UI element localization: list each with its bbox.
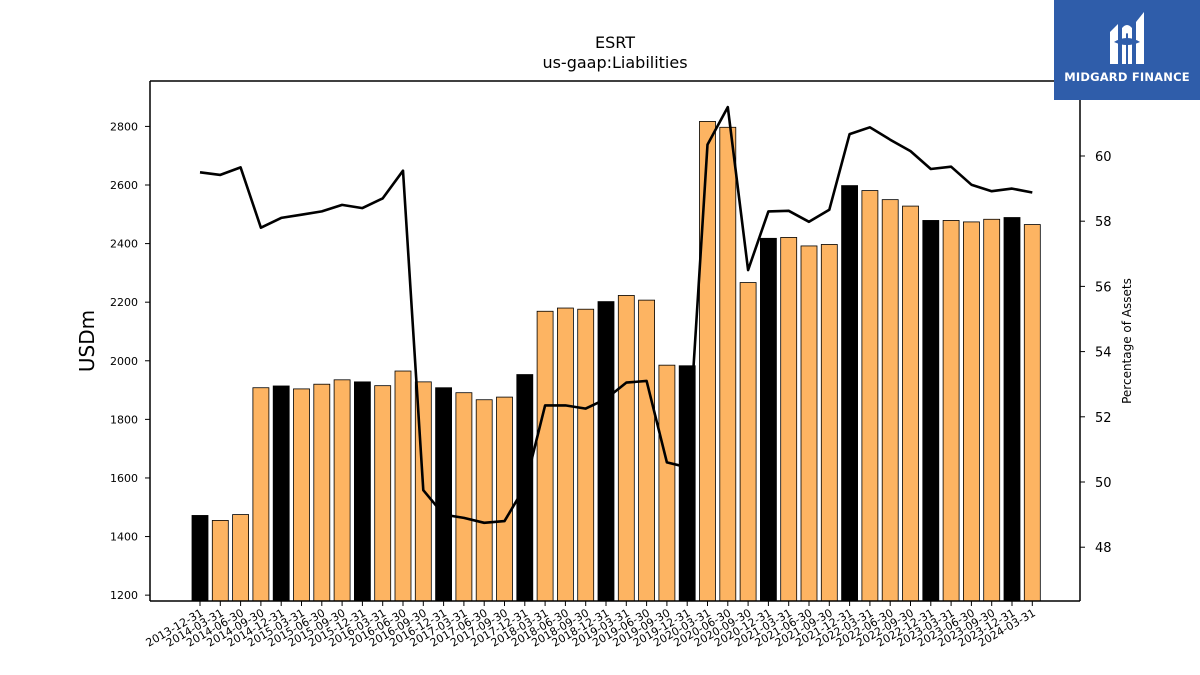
bar-2014-12-31 <box>272 385 290 602</box>
percentage-of-assets-line <box>199 105 1033 525</box>
plot-area: 1200 1400 1600 1800 2000 2200 2400 2600 2800 48 50… <box>110 80 1112 650</box>
bar-2021-12-31 <box>841 185 858 602</box>
brand-logo: MIDGARD FINANCE <box>1054 0 1200 100</box>
bar-2017-03-31 <box>455 392 473 602</box>
bar-2016-03-31 <box>374 385 392 602</box>
bar-2021-09-30 <box>820 244 838 602</box>
y-tick-label: 1200 <box>110 589 138 602</box>
bar-2022-09-30 <box>902 205 919 602</box>
bar-2015-09-30 <box>333 379 351 602</box>
y-tick-label: 2400 <box>110 238 138 251</box>
bar-2021-03-31 <box>780 237 798 602</box>
y2-tick-label: 58 <box>1095 215 1112 230</box>
bar-2020-09-30 <box>739 282 757 602</box>
bar-2017-09-30 <box>496 396 513 602</box>
bar-2021-06-30 <box>800 245 818 602</box>
bar-2023-12-31 <box>1003 217 1021 602</box>
y-tick-label: 1400 <box>110 531 138 544</box>
bar-2015-06-30 <box>313 383 331 602</box>
bar-2013-12-31 <box>191 515 209 602</box>
bar-2022-06-30 <box>881 199 899 602</box>
bar-2018-12-31 <box>597 301 615 602</box>
bar-2024-03-31 <box>1023 224 1041 602</box>
bar-2015-12-31 <box>353 381 371 602</box>
bar-2016-06-30 <box>394 370 412 602</box>
bar-2018-03-31 <box>536 310 554 602</box>
y-tick-label: 1800 <box>110 413 138 426</box>
bar-2019-06-30 <box>638 299 655 602</box>
bar-2018-09-30 <box>577 308 595 602</box>
y-tick-label: 2600 <box>110 179 138 192</box>
midgard-logo-icon <box>1110 12 1144 64</box>
bar-2014-03-31 <box>211 520 229 602</box>
y2-axis-label: Percentage of Assets <box>1120 278 1134 404</box>
bar-2016-12-31 <box>435 387 453 602</box>
y2-tick-label: 52 <box>1095 411 1112 426</box>
bar-2014-06-30 <box>232 514 250 602</box>
bar-2020-06-30 <box>719 126 737 602</box>
bar-2023-03-31 <box>942 220 960 602</box>
bar-2019-03-31 <box>617 295 635 602</box>
bar-2015-03-31 <box>293 388 310 602</box>
bar-2017-06-30 <box>475 399 493 602</box>
bar-2022-12-31 <box>922 220 940 602</box>
chart-title: ESRT <box>595 33 635 52</box>
brand-name: MIDGARD FINANCE <box>1064 70 1190 84</box>
bar-2020-12-31 <box>760 237 777 602</box>
y2-tick-label: 48 <box>1095 541 1112 556</box>
y2-tick-label: 54 <box>1095 346 1112 361</box>
bar-2023-06-30 <box>963 221 980 602</box>
y2-tick-label: 50 <box>1095 476 1112 491</box>
y-tick-label: 2800 <box>110 120 138 133</box>
bar-2022-03-31 <box>861 190 879 602</box>
bar-2019-09-30 <box>658 364 676 602</box>
y2-tick-label: 60 <box>1095 150 1112 165</box>
y-axis-label: USDm <box>75 310 99 372</box>
bar-2018-06-30 <box>557 307 574 602</box>
bar-2014-09-30 <box>252 387 270 602</box>
bar-2019-12-31 <box>678 365 696 602</box>
bar-2020-03-31 <box>699 121 716 602</box>
y-tick-label: 2000 <box>110 355 138 368</box>
y-tick-label: 1600 <box>110 472 138 485</box>
y2-tick-label: 56 <box>1095 280 1112 295</box>
y-tick-label: 2200 <box>110 296 138 309</box>
bar-2023-09-30 <box>983 218 1001 602</box>
chart-subtitle: us-gaap:Liabilities <box>542 53 687 72</box>
